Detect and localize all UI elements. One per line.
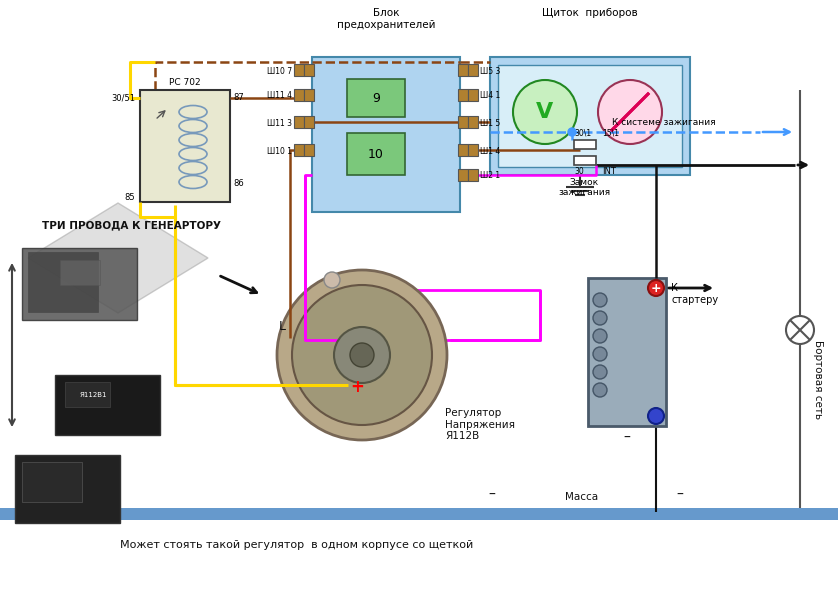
Text: Ш5 3: Ш5 3 — [480, 66, 500, 75]
Circle shape — [350, 343, 374, 367]
Bar — [294, 64, 304, 76]
Circle shape — [292, 285, 432, 425]
Circle shape — [593, 365, 607, 379]
Text: 9: 9 — [372, 91, 380, 104]
Text: –: – — [489, 488, 495, 502]
Bar — [458, 89, 468, 101]
Bar — [294, 144, 304, 156]
Text: 10: 10 — [368, 147, 384, 161]
Circle shape — [593, 347, 607, 361]
Circle shape — [648, 280, 664, 296]
Circle shape — [513, 80, 577, 144]
Text: РС 702: РС 702 — [169, 78, 201, 87]
Text: L: L — [279, 321, 286, 334]
Bar — [294, 116, 304, 128]
Bar — [574, 156, 596, 165]
Circle shape — [334, 327, 390, 383]
Text: Замок
зажигания: Замок зажигания — [558, 178, 610, 198]
Bar — [304, 89, 314, 101]
Bar — [304, 116, 314, 128]
Text: Масса: Масса — [565, 492, 598, 502]
Text: +: + — [650, 282, 661, 294]
Bar — [0, 508, 838, 520]
Text: 15\1: 15\1 — [602, 129, 619, 138]
Text: Может стоять такой регулятор  в одном корпусе со щеткой: Может стоять такой регулятор в одном кор… — [120, 540, 473, 550]
Text: Ш4 1: Ш4 1 — [480, 91, 500, 100]
Bar — [28, 252, 98, 312]
Text: Щиток  приборов: Щиток приборов — [542, 8, 638, 18]
Text: –: – — [676, 488, 684, 502]
Text: INT: INT — [602, 167, 616, 176]
Bar — [347, 133, 405, 175]
Text: ТРИ ПРОВОДА К ГЕНЕАРТОРУ: ТРИ ПРОВОДА К ГЕНЕАРТОРУ — [42, 220, 221, 230]
Circle shape — [648, 408, 664, 424]
Text: Ш11 4: Ш11 4 — [267, 91, 292, 100]
Circle shape — [786, 316, 814, 344]
Text: 86: 86 — [233, 180, 244, 189]
Text: 30: 30 — [574, 167, 584, 176]
Bar — [468, 116, 478, 128]
Circle shape — [277, 270, 447, 440]
Text: Ш1 5: Ш1 5 — [480, 118, 500, 128]
Bar — [458, 64, 468, 76]
Bar — [458, 116, 468, 128]
Bar — [468, 169, 478, 181]
Circle shape — [593, 329, 607, 343]
Text: 85: 85 — [124, 192, 135, 202]
Text: +: + — [350, 378, 364, 396]
Bar — [468, 144, 478, 156]
Circle shape — [568, 128, 576, 136]
Bar — [498, 65, 682, 167]
Text: Я112В1: Я112В1 — [80, 392, 107, 398]
Text: 87: 87 — [233, 94, 244, 103]
Text: Регулятор
Напряжения
Я112В: Регулятор Напряжения Я112В — [445, 408, 515, 441]
Bar — [490, 57, 690, 175]
Bar — [574, 140, 596, 149]
Text: Блок
предохранителей: Блок предохранителей — [337, 8, 435, 30]
Bar — [468, 89, 478, 101]
Text: Ш1 4: Ш1 4 — [480, 146, 500, 155]
Bar — [304, 64, 314, 76]
Bar — [347, 79, 405, 117]
Polygon shape — [28, 203, 208, 313]
Text: V: V — [536, 102, 554, 122]
Bar — [15, 455, 120, 523]
Text: Бортовая сеть: Бортовая сеть — [813, 340, 823, 420]
Circle shape — [324, 272, 340, 288]
Circle shape — [593, 383, 607, 397]
Bar — [55, 375, 160, 435]
Bar — [312, 57, 460, 212]
Bar — [65, 382, 110, 407]
Circle shape — [598, 80, 662, 144]
Bar — [304, 144, 314, 156]
Bar — [60, 260, 100, 285]
Text: Ш2 1: Ш2 1 — [480, 171, 500, 180]
Circle shape — [593, 311, 607, 325]
Text: –: – — [623, 431, 630, 445]
Text: К
стартеру: К стартеру — [671, 283, 718, 304]
Bar — [294, 89, 304, 101]
Text: Ш10 1: Ш10 1 — [267, 146, 292, 155]
Text: 30\1: 30\1 — [574, 129, 591, 138]
Text: Ш10 7: Ш10 7 — [266, 66, 292, 75]
Circle shape — [593, 293, 607, 307]
Text: К системе зажигания: К системе зажигания — [612, 118, 716, 127]
Text: Ш11 3: Ш11 3 — [267, 118, 292, 128]
Bar — [140, 90, 230, 202]
Bar — [458, 169, 468, 181]
Bar — [458, 144, 468, 156]
Text: 30/51: 30/51 — [111, 94, 135, 103]
Bar — [22, 248, 137, 320]
Bar — [22, 462, 82, 502]
Bar — [588, 278, 666, 426]
Bar — [468, 64, 478, 76]
